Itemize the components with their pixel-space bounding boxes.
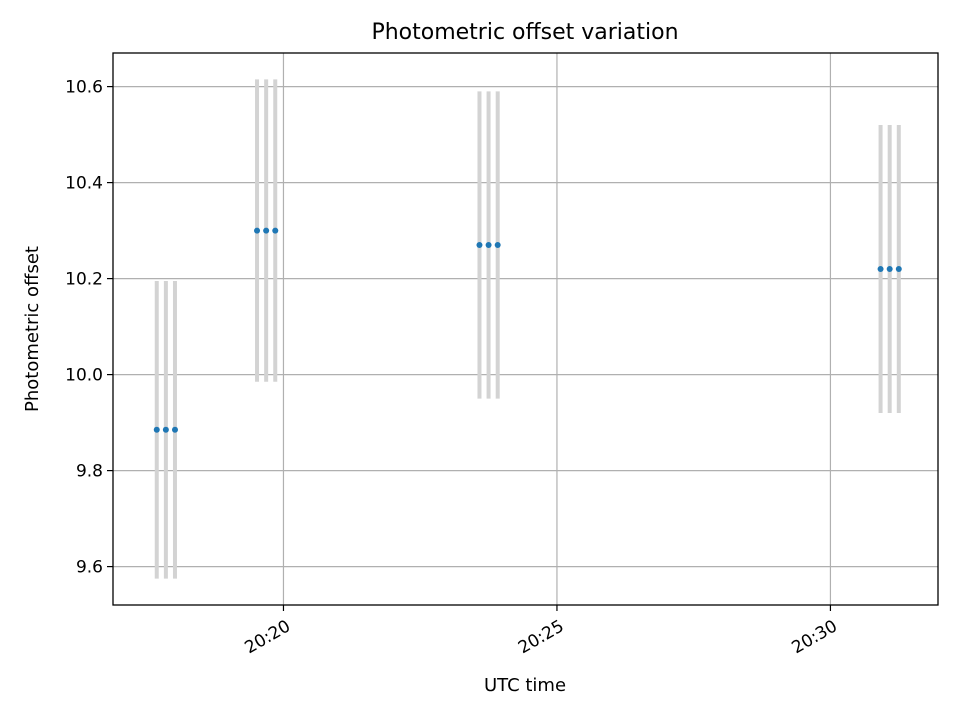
data-point (485, 242, 492, 248)
data-points (153, 227, 902, 433)
y-tick-label: 10.6 (65, 78, 103, 98)
x-axis-ticks: 20:20 20:25 20:30 (242, 605, 841, 658)
chart-title: Photometric offset variation (371, 20, 678, 45)
x-axis-label: UTC time (484, 675, 566, 696)
error-bars (154, 79, 901, 579)
data-point (171, 426, 178, 433)
y-tick-label: 10.4 (65, 174, 103, 194)
data-point (162, 426, 169, 433)
plot-frame (112, 52, 939, 606)
data-point (153, 426, 160, 433)
y-tick-label: 10.0 (65, 366, 103, 386)
y-tick-label: 10.2 (65, 270, 103, 290)
data-point (254, 227, 261, 234)
data-point (886, 266, 893, 272)
x-tick-label: 20:30 (788, 616, 840, 658)
data-point (272, 227, 279, 234)
data-point (877, 266, 884, 272)
grid (113, 53, 938, 605)
x-tick-label: 20:25 (515, 616, 567, 658)
data-point (895, 266, 902, 272)
y-axis-label: Photometric offset (22, 246, 43, 412)
data-point (494, 242, 501, 248)
data-point (476, 242, 483, 248)
y-tick-label: 9.6 (76, 558, 103, 578)
data-point (263, 227, 270, 234)
y-axis-ticks: 9.6 9.8 10.0 10.2 10.4 10.6 (65, 78, 113, 578)
y-tick-label: 9.8 (76, 462, 103, 482)
x-tick-label: 20:20 (242, 616, 294, 658)
